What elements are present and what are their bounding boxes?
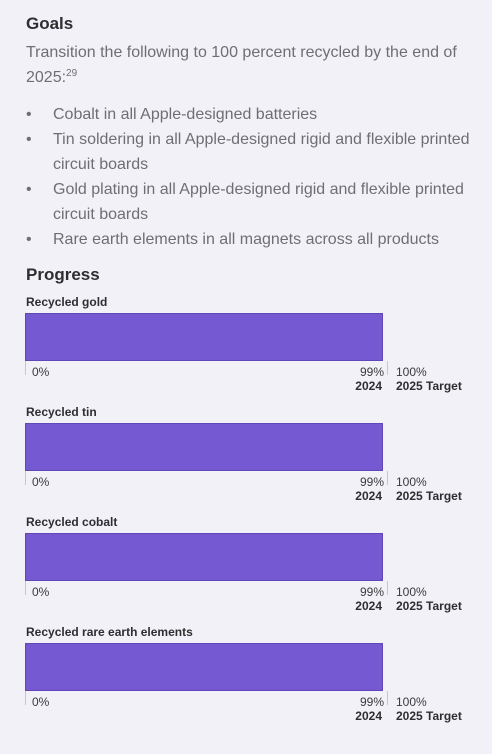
start-value: 0% [32,475,50,489]
goal-item: • Rare earth elements in all magnets acro… [26,227,476,252]
axis-start-tick [25,471,26,485]
goal-item-text: Tin soldering in all Apple-designed rigi… [53,131,470,173]
start-value: 0% [32,585,50,599]
axis-start-tick [25,361,26,375]
target-year: 2025 Target [396,709,462,723]
metric-label: Recycled gold [26,295,108,309]
current-year: 2024 [355,709,382,723]
axis-start-tick [25,581,26,595]
current-year: 2024 [355,489,382,503]
metric-label: Recycled rare earth elements [26,625,193,639]
goals-list: • Cobalt in all Apple-designed batteries … [26,102,476,252]
progress-fill [25,533,384,581]
progress-fill [25,643,384,691]
start-value: 0% [32,695,50,709]
target-value: 100% [396,365,427,379]
target-year: 2025 Target [396,489,462,503]
progress-track [25,313,387,361]
target-year: 2025 Target [396,379,462,393]
goal-item: • Tin soldering in all Apple-designed rig… [26,127,476,177]
metric-label: Recycled cobalt [26,515,118,529]
goals-intro: Transition the following to 100 percent … [26,40,476,90]
current-year: 2024 [355,379,382,393]
goals-intro-text: Transition the following to 100 percent … [26,44,457,86]
progress-track [25,423,387,471]
start-value: 0% [32,365,50,379]
metric-recycled-rare-earth-elements: Recycled rare earth elements 0% 99% 100%… [0,625,492,735]
goal-item-text: Rare earth elements in all magnets acros… [53,231,439,248]
progress-heading: Progress [26,265,100,284]
axis-current-tick [387,581,388,595]
axis-current-tick [387,361,388,375]
axis-start-tick [25,691,26,705]
current-value: 99% [359,585,384,599]
goal-item-text: Cobalt in all Apple-designed batteries [53,106,318,123]
axis-current-tick [387,691,388,705]
progress-track [25,643,387,691]
target-value: 100% [396,585,427,599]
footnote-ref[interactable]: 29 [66,68,78,79]
target-value: 100% [396,695,427,709]
goal-item: • Cobalt in all Apple-designed batteries [26,102,476,127]
progress-fill [25,313,384,361]
goal-item-text: Gold plating in all Apple-designed rigid… [53,181,464,223]
axis-current-tick [387,471,388,485]
current-year: 2024 [355,599,382,613]
goals-heading: Goals [26,14,74,33]
current-value: 99% [359,475,384,489]
bullet-icon: • [26,231,32,248]
progress-fill [25,423,384,471]
metric-recycled-cobalt: Recycled cobalt 0% 99% 100% 2024 2025 Ta… [0,515,492,625]
target-year: 2025 Target [396,599,462,613]
metric-recycled-gold: Recycled gold 0% 99% 100% 2024 2025 Targ… [0,295,492,405]
bullet-icon: • [26,106,32,123]
metric-recycled-tin: Recycled tin 0% 99% 100% 2024 2025 Targe… [0,405,492,515]
current-value: 99% [359,695,384,709]
current-value: 99% [359,365,384,379]
progress-track [25,533,387,581]
metric-label: Recycled tin [26,405,97,419]
goal-item: • Gold plating in all Apple-designed rigi… [26,177,476,227]
bullet-icon: • [26,131,32,148]
target-value: 100% [396,475,427,489]
bullet-icon: • [26,181,32,198]
